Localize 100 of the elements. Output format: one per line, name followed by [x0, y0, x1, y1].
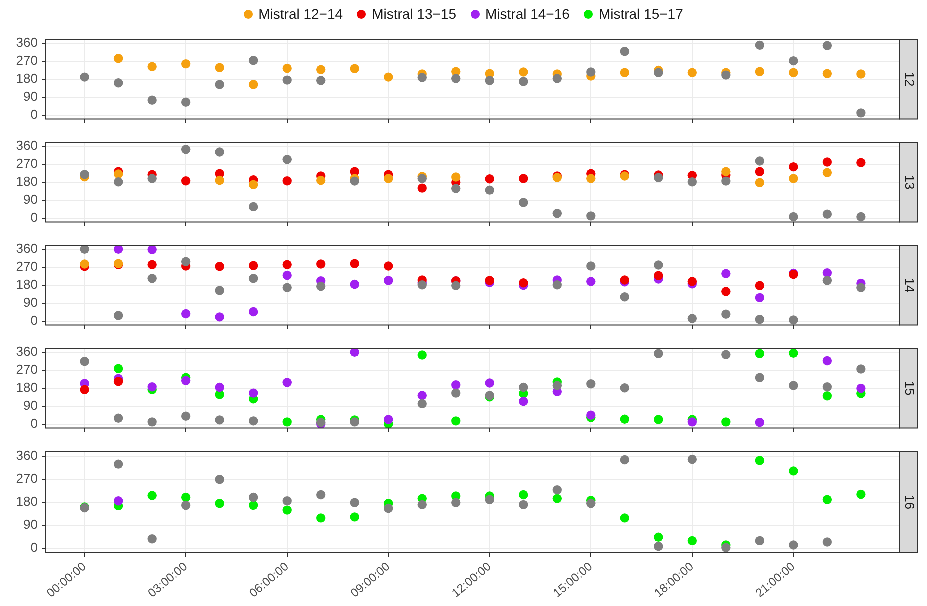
text: 14	[902, 278, 918, 293]
point	[755, 167, 765, 176]
point	[384, 174, 394, 184]
point	[822, 538, 832, 547]
point	[452, 498, 461, 508]
point	[519, 500, 528, 510]
point	[822, 392, 832, 401]
text: 13	[902, 175, 918, 190]
point	[316, 176, 326, 186]
point	[418, 73, 427, 82]
y-tick-label: 0	[30, 540, 38, 555]
point	[722, 269, 731, 278]
text: 16	[902, 495, 918, 510]
point	[148, 174, 157, 184]
point	[519, 490, 528, 500]
point	[654, 271, 664, 280]
point	[822, 168, 832, 178]
point	[114, 54, 124, 64]
point	[215, 475, 224, 484]
point	[282, 283, 292, 293]
point	[654, 542, 664, 552]
point	[215, 80, 224, 90]
point	[148, 534, 157, 544]
legend-label: Mistral 13−15	[372, 6, 456, 22]
point	[148, 418, 157, 427]
point	[452, 380, 461, 390]
y-tick-label: 270	[16, 362, 38, 378]
point	[519, 396, 528, 406]
point	[688, 454, 698, 464]
point	[822, 158, 832, 167]
point	[620, 384, 630, 393]
point	[822, 495, 832, 504]
point	[552, 494, 562, 504]
point	[114, 377, 124, 386]
point	[181, 145, 191, 154]
point	[282, 418, 292, 427]
point	[215, 176, 224, 186]
y-tick-label: 270	[16, 470, 38, 486]
point	[350, 176, 360, 186]
point	[519, 198, 528, 208]
point	[215, 286, 224, 296]
point	[722, 350, 731, 360]
point	[215, 262, 224, 272]
point	[722, 543, 731, 552]
point	[80, 170, 90, 180]
point	[620, 68, 630, 78]
point	[586, 410, 596, 420]
point	[384, 504, 394, 514]
point	[248, 416, 258, 426]
point	[316, 260, 326, 269]
point	[181, 257, 191, 266]
point	[654, 173, 664, 182]
point	[452, 388, 461, 398]
point	[418, 184, 427, 193]
point	[418, 391, 427, 400]
point	[654, 68, 664, 78]
point	[856, 490, 866, 500]
point	[789, 316, 798, 325]
point	[722, 287, 731, 296]
point	[620, 414, 630, 424]
y-tick-label: 270	[16, 259, 38, 274]
point	[215, 382, 224, 392]
point	[80, 385, 90, 395]
y-tick-label: 180	[16, 71, 38, 86]
point	[755, 456, 765, 466]
point	[248, 307, 258, 317]
y-tick-label: 270	[16, 53, 38, 68]
point	[722, 418, 731, 427]
point	[586, 262, 596, 271]
point	[789, 174, 798, 184]
point	[80, 72, 90, 82]
point	[485, 495, 494, 504]
point	[418, 399, 427, 409]
point	[452, 281, 461, 290]
point	[181, 376, 191, 386]
point	[181, 492, 191, 502]
legend-label: Mistral 12−14	[258, 6, 344, 22]
point	[822, 41, 832, 50]
point	[822, 268, 832, 278]
point	[519, 382, 528, 392]
point	[282, 270, 292, 280]
point	[215, 499, 224, 508]
point	[181, 309, 191, 319]
point	[789, 162, 798, 172]
point	[856, 70, 866, 79]
point	[755, 67, 765, 76]
point	[519, 174, 528, 184]
point	[248, 56, 258, 66]
point	[248, 500, 258, 510]
point	[722, 167, 731, 176]
point	[384, 262, 394, 271]
point	[282, 260, 292, 270]
point	[80, 260, 90, 269]
point	[384, 276, 394, 286]
point	[418, 500, 427, 510]
y-tick-label: 0	[30, 416, 38, 432]
point	[822, 276, 832, 286]
text: 15	[902, 381, 918, 396]
point	[552, 381, 562, 390]
point	[148, 274, 157, 284]
